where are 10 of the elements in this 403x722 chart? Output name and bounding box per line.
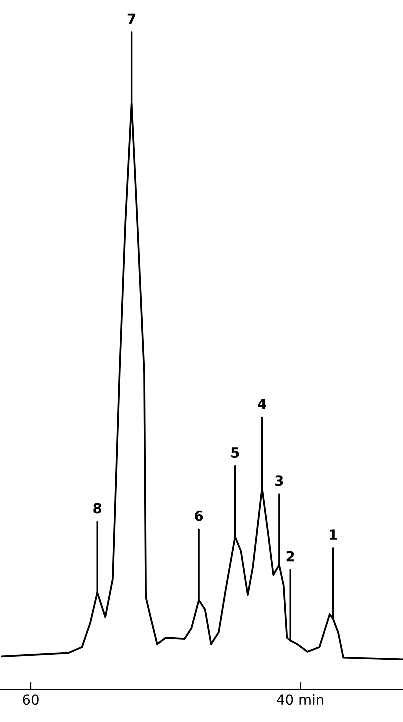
x-tick-label: 60	[23, 694, 39, 706]
annotation: 7	[128, 14, 136, 24]
annotation: 3	[276, 476, 284, 486]
annotation: 8	[94, 503, 102, 514]
annotation: 1	[330, 530, 338, 540]
annotation: 5	[232, 448, 240, 458]
annotation: 4	[258, 399, 266, 410]
annotation: 6	[195, 510, 204, 522]
x-tick-label: 40 min	[277, 694, 324, 706]
annotation: 2	[286, 551, 294, 562]
